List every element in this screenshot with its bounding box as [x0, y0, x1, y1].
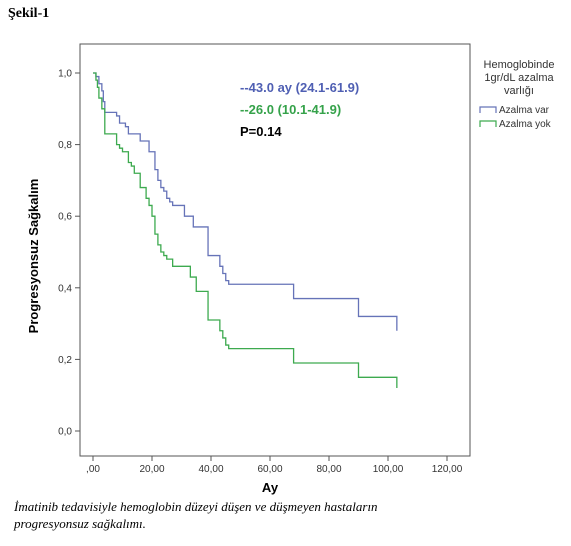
caption-line-2: progresyonsuz sağkalımı. [14, 516, 146, 531]
legend-title-line-1: Hemoglobinde [484, 59, 555, 71]
x-tick-label: 80,00 [316, 464, 341, 475]
annotation-median-azalma-yok: --26.0 (10.1-41.9) [240, 102, 341, 117]
figure-caption: İmatinib tedavisiyle hemoglobin düzeyi d… [14, 498, 554, 532]
series-layer [93, 72, 398, 389]
x-axis-label: Ay [262, 480, 279, 495]
legend-label-azalma-var: Azalma var [499, 105, 550, 116]
series-line-0 [93, 72, 398, 331]
x-tick-label: 120,00 [432, 464, 463, 475]
x-tick-label: 60,00 [257, 464, 282, 475]
legend-swatch-azalma-var [479, 106, 497, 113]
figure-title: Şekil-1 [8, 6, 50, 21]
y-tick-label: 0,8 [58, 140, 72, 151]
legend-title-line-3: varlığı [504, 85, 534, 97]
y-tick-label: 0,2 [58, 355, 72, 366]
y-axis: 0,0 0,2 0,4 0,6 0,8 1,0 [58, 69, 80, 438]
caption-line-1: İmatinib tedavisiyle hemoglobin düzeyi d… [14, 499, 378, 514]
legend-label-azalma-yok: Azalma yok [499, 119, 552, 130]
x-tick-label: 100,00 [373, 464, 404, 475]
series-line-1 [93, 72, 398, 389]
y-tick-label: 1,0 [58, 69, 72, 80]
x-axis: ,00 20,00 40,00 60,00 80,00 100,00 120,00 [86, 456, 463, 475]
annotation-p-value: P=0.14 [240, 124, 282, 139]
y-axis-label: Progresyonsuz Sağkalım [26, 179, 41, 334]
annotation-median-azalma-var: --43.0 ay (24.1-61.9) [240, 80, 359, 95]
x-tick-label: 40,00 [198, 464, 223, 475]
x-tick-label: ,00 [86, 464, 100, 475]
x-tick-label: 20,00 [139, 464, 164, 475]
y-tick-label: 0,6 [58, 212, 72, 223]
legend: Hemoglobinde 1gr/dL azalma varlığı Azalm… [479, 59, 555, 130]
y-tick-label: 0,4 [58, 283, 72, 294]
y-tick-label: 0,0 [58, 427, 72, 438]
legend-swatch-azalma-yok [479, 120, 497, 127]
plot-frame [79, 43, 471, 457]
legend-title-line-2: 1gr/dL azalma [484, 72, 554, 84]
